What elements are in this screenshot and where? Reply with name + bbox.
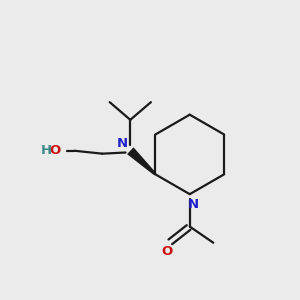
- Text: O: O: [50, 144, 61, 157]
- Polygon shape: [127, 147, 156, 176]
- Text: N: N: [188, 198, 199, 211]
- Text: H: H: [41, 144, 52, 157]
- Text: O: O: [161, 245, 172, 258]
- Text: N: N: [117, 137, 128, 150]
